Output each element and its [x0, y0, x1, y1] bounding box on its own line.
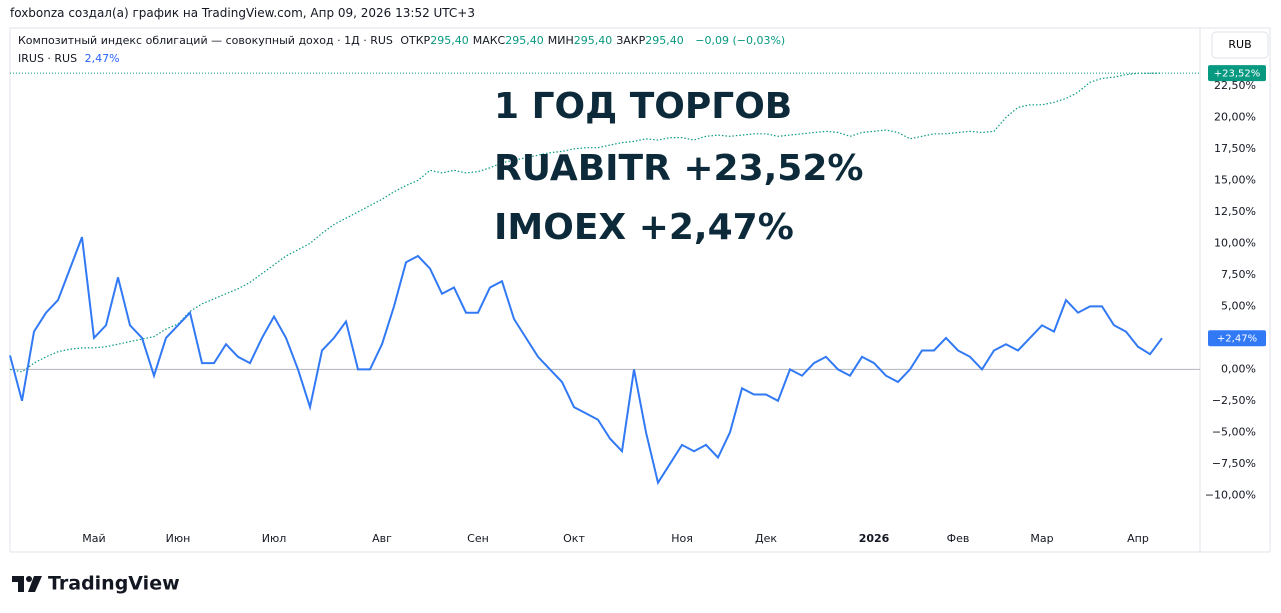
y-tick-label: −5,00% — [1212, 425, 1256, 438]
x-tick-label: Дек — [755, 532, 777, 545]
stat-value: 295,40 — [573, 34, 613, 47]
last-value-box — [1208, 330, 1266, 347]
y-tick-label: 12,50% — [1214, 205, 1256, 218]
stat-label: МАКС — [472, 34, 506, 47]
logo-mark — [12, 576, 24, 592]
y-tick-label: −7,50% — [1212, 457, 1256, 470]
x-tick-label: Июн — [166, 532, 191, 545]
stat-value: 295,40 — [430, 34, 469, 47]
x-tick-label: Фев — [947, 532, 970, 545]
legend-name: IRUS · RUS — [18, 52, 78, 65]
y-tick-label: 0,00% — [1221, 362, 1256, 375]
y-tick-label: 15,00% — [1214, 173, 1256, 186]
stat-value: 295,40 — [645, 34, 684, 47]
legend-name: Композитный индекс облигаций — совокупны… — [18, 34, 393, 47]
x-tick-label: Апр — [1127, 532, 1149, 545]
y-tick-label: 22,50% — [1214, 79, 1256, 92]
y-tick-label: −2,50% — [1212, 394, 1256, 407]
x-tick-label: Авг — [372, 532, 392, 545]
legend-change: −0,09 (−0,03%) — [695, 34, 786, 47]
x-tick-label: Сен — [467, 532, 489, 545]
y-tick-label: 17,50% — [1214, 142, 1256, 155]
legend-row: IRUS · RUS 2,47% — [18, 52, 124, 65]
logo — [12, 576, 42, 592]
currency-label[interactable]: RUB — [1228, 38, 1251, 51]
stat-label: ЗАКР — [616, 34, 646, 47]
header: foxbonza создал(а) график на TradingView… — [10, 6, 475, 20]
annotation: RUABITR +23,52% — [494, 148, 863, 189]
y-tick-label: −10,00% — [1205, 488, 1256, 501]
last-value-box — [1208, 65, 1266, 82]
series-line — [9, 72, 1163, 373]
logo-mark — [26, 576, 32, 582]
x-tick-label: 2026 — [859, 532, 890, 545]
logo-mark — [28, 576, 42, 592]
legend-stats: ОТКР295,40 МАКС295,40 МИН295,40 ЗАКР295,40 — [400, 34, 687, 47]
x-tick-label: Май — [82, 532, 105, 545]
stat-value: 295,40 — [505, 34, 544, 47]
legend-value: 2,47% — [84, 52, 120, 65]
stat-label: МИН — [547, 34, 574, 47]
plot: +23,52% +2,47% — [9, 65, 1266, 486]
y-tick-label: 10,00% — [1214, 236, 1256, 249]
y-tick-label: 20,00% — [1214, 110, 1256, 123]
x-tick-label: Ноя — [671, 532, 693, 545]
chart-frame — [9, 27, 1271, 553]
series-line — [9, 236, 1163, 486]
x-tick-label: Мар — [1030, 532, 1053, 545]
legend-row: Композитный индекс облигаций — совокупны… — [18, 34, 789, 47]
y-tick-label: 7,50% — [1221, 268, 1256, 281]
annotation: 1 ГОД ТОРГОВ — [494, 86, 792, 127]
currency-button[interactable] — [1211, 31, 1269, 59]
last-value-label: +2,47% — [1217, 334, 1257, 345]
y-tick-label: 5,00% — [1221, 299, 1256, 312]
last-value-label: +23,52% — [1214, 69, 1261, 80]
brand: TradingView — [48, 573, 180, 595]
x-tick-label: Июл — [262, 532, 287, 545]
annotation: IMOEX +2,47% — [494, 207, 794, 248]
stat-label: ОТКР — [400, 34, 431, 47]
x-tick-label: Окт — [563, 532, 585, 545]
